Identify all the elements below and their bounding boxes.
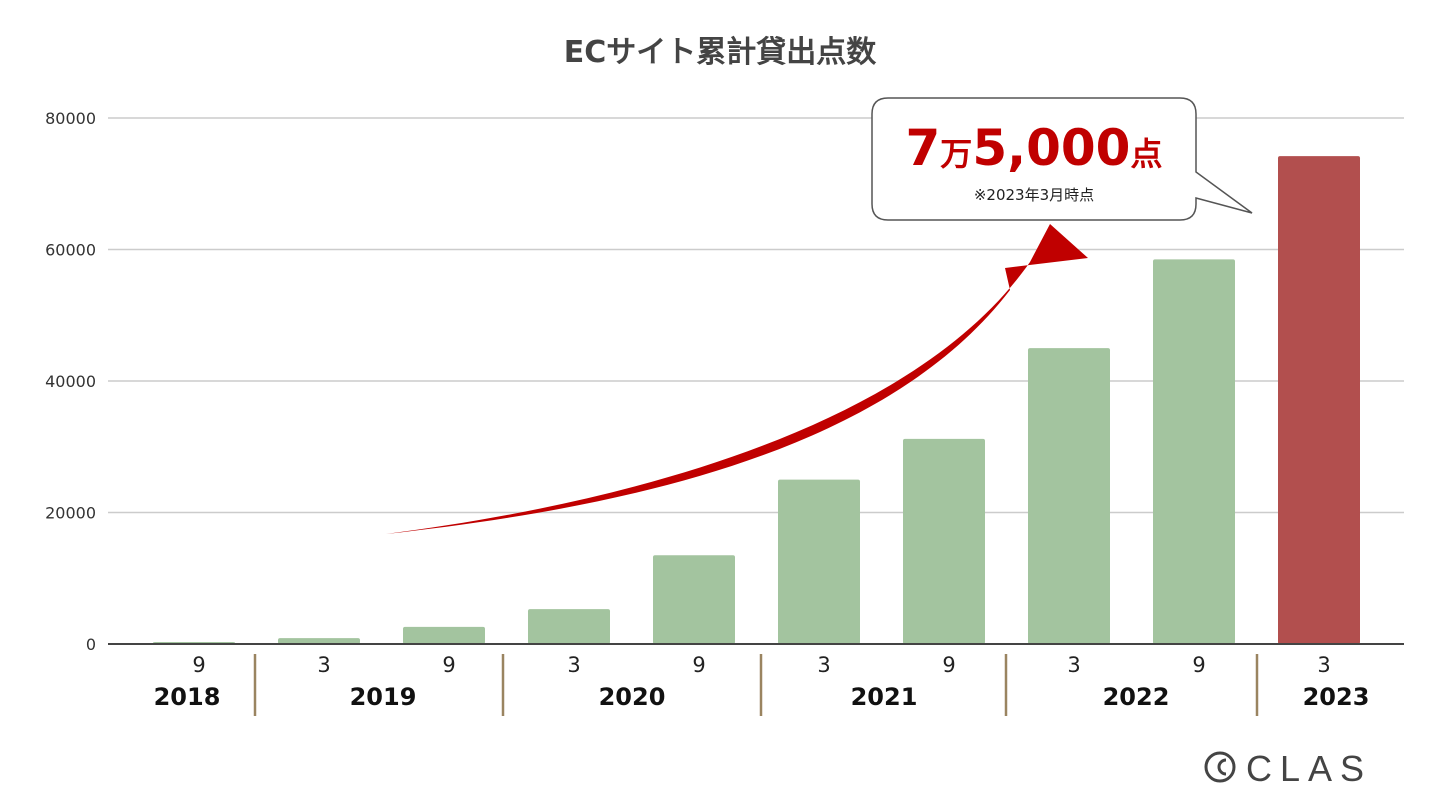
x-month-label: 3	[1317, 653, 1330, 677]
x-month-label: 3	[317, 653, 330, 677]
callout-headline: 7万5,000点	[906, 119, 1163, 177]
callout-bubble	[871, 97, 1253, 221]
x-year-label: 2021	[851, 683, 918, 711]
y-tick-label: 60000	[45, 241, 96, 260]
bar-2021-3	[778, 479, 860, 644]
x-month-label: 9	[442, 653, 455, 677]
y-tick-label: 40000	[45, 372, 96, 391]
bar-2019-3	[278, 638, 360, 644]
x-year-label: 2019	[350, 683, 417, 711]
logo-mark-icon	[1204, 751, 1236, 783]
x-month-label: 9	[692, 653, 705, 677]
bar-2020-9	[653, 555, 735, 644]
x-month-label: 9	[192, 653, 205, 677]
x-month-label: 9	[1192, 653, 1205, 677]
x-year-label: 2018	[154, 683, 221, 711]
chart-title: ECサイト累計貸出点数	[564, 35, 878, 70]
x-month-label: 3	[567, 653, 580, 677]
bar-2019-9	[403, 626, 485, 644]
callout-note: ※2023年3月時点	[974, 186, 1094, 204]
bar-2021-9	[903, 438, 985, 644]
x-month-label: 9	[942, 653, 955, 677]
clas-logo: CLAS	[1204, 748, 1372, 789]
y-tick-label: 80000	[45, 109, 96, 128]
logo-text: CLAS	[1246, 748, 1372, 789]
bar-2023-3	[1278, 156, 1360, 644]
y-tick-label: 0	[86, 635, 96, 654]
bar-2020-3	[528, 609, 610, 644]
x-year-label: 2022	[1103, 683, 1170, 711]
bar-2022-9	[1153, 259, 1235, 644]
bar-2022-3	[1028, 348, 1110, 644]
x-month-label: 3	[1067, 653, 1080, 677]
x-month-label: 3	[817, 653, 830, 677]
x-year-label: 2023	[1303, 683, 1370, 711]
y-tick-label: 20000	[45, 504, 96, 523]
x-year-label: 2020	[599, 683, 666, 711]
